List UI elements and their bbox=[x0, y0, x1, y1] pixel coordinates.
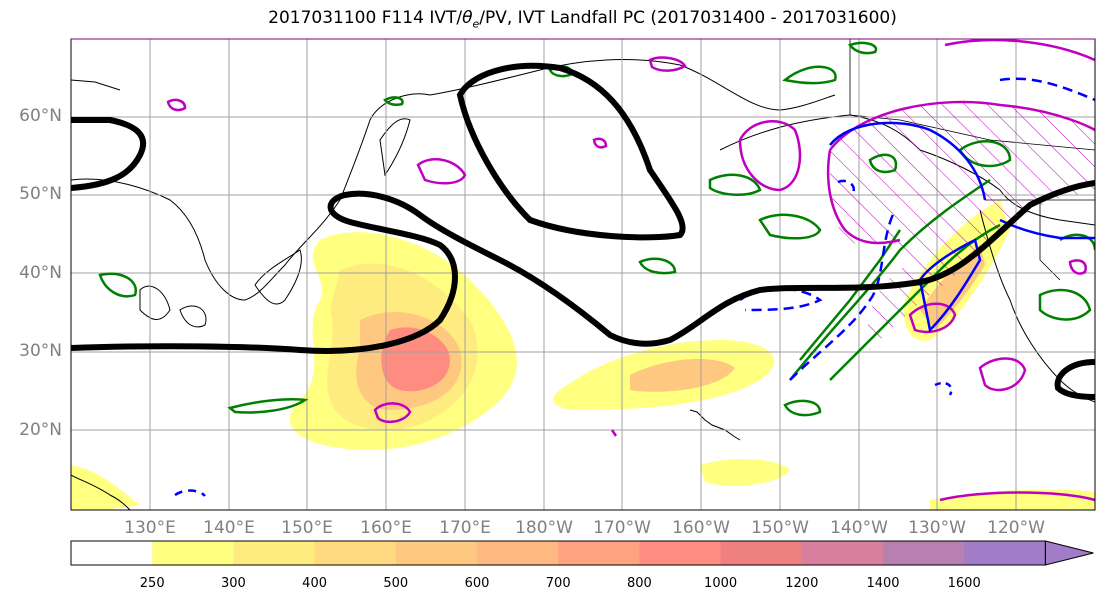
colorbar-tick-label: 800 bbox=[626, 576, 652, 591]
lat-label-60n: 60°N bbox=[19, 106, 62, 126]
lon-label-160e: 160°E bbox=[360, 518, 412, 538]
colorbar-segment bbox=[639, 541, 722, 565]
lon-label-160w: 160°W bbox=[672, 518, 730, 538]
lon-label-140w: 140°W bbox=[830, 518, 888, 538]
colorbar-tick-label: 1000 bbox=[704, 576, 738, 591]
colorbar-outline bbox=[70, 540, 1046, 566]
colorbar-tick-label: 1600 bbox=[947, 576, 981, 591]
colorbar-segment bbox=[314, 541, 397, 565]
colorbar-segment bbox=[395, 541, 478, 565]
colorbar-tick-label: 400 bbox=[302, 576, 328, 591]
colorbar-segment bbox=[233, 541, 316, 565]
colorbar-segment bbox=[964, 541, 1046, 565]
colorbar-segment bbox=[152, 541, 234, 565]
colorbar-tick-label: 600 bbox=[464, 576, 490, 591]
colorbar-tick-label: 700 bbox=[545, 576, 571, 591]
lon-label-150e: 150°E bbox=[281, 518, 333, 538]
colorbar-segment bbox=[477, 541, 559, 565]
colorbar-tick-label: 1200 bbox=[785, 576, 819, 591]
lon-label-150w: 150°W bbox=[751, 518, 809, 538]
lon-label-180w: 180°W bbox=[515, 518, 573, 538]
lon-label-120w: 120°W bbox=[987, 518, 1045, 538]
lon-label-170w: 170°W bbox=[593, 518, 651, 538]
lat-label-20n: 20°N bbox=[19, 420, 62, 440]
lon-label-130w: 130°W bbox=[908, 518, 966, 538]
colorbar-tick-label: 300 bbox=[220, 576, 246, 591]
lon-label-130e: 130°E bbox=[124, 518, 176, 538]
colorbar-segment bbox=[71, 541, 153, 565]
lat-label-40n: 40°N bbox=[19, 263, 62, 283]
colorbar bbox=[70, 540, 1094, 566]
colorbar-segment bbox=[558, 541, 640, 565]
lat-label-30n: 30°N bbox=[19, 341, 62, 361]
lat-label-50n: 50°N bbox=[19, 184, 62, 204]
colorbar-tick-label: 250 bbox=[139, 576, 165, 591]
pv-contours bbox=[166, 39, 1095, 502]
colorbar-segment bbox=[720, 541, 803, 565]
lon-label-140e: 140°E bbox=[203, 518, 255, 538]
lon-label-170e: 170°E bbox=[439, 518, 491, 538]
colorbar-segment bbox=[801, 541, 884, 565]
colorbar-segment bbox=[883, 541, 965, 565]
colorbar-tick-label: 500 bbox=[383, 576, 409, 591]
ivt-landfall-contours bbox=[71, 62, 1095, 400]
colorbar-tick-label: 1400 bbox=[866, 576, 900, 591]
chart-title: 2017031100 F114 IVT/θe/PV, IVT Landfall … bbox=[268, 8, 897, 31]
colorbar-extend-arrow bbox=[1044, 540, 1094, 566]
map-panel bbox=[70, 38, 1096, 511]
